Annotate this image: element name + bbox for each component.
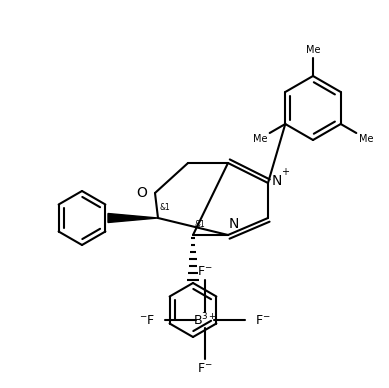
Text: F$^{-}$: F$^{-}$: [197, 265, 213, 278]
Text: &1: &1: [160, 203, 171, 212]
Text: Me: Me: [252, 135, 267, 144]
Text: N: N: [229, 217, 239, 231]
Text: B$^{3+}$: B$^{3+}$: [193, 312, 217, 328]
Text: F$^{-}$: F$^{-}$: [255, 314, 271, 326]
Text: &1: &1: [195, 220, 206, 229]
Text: Me: Me: [306, 45, 320, 55]
Text: N: N: [272, 174, 282, 188]
Text: O: O: [136, 186, 147, 200]
Text: +: +: [281, 167, 289, 177]
Text: $^{-}$F: $^{-}$F: [139, 314, 155, 326]
Polygon shape: [108, 213, 158, 222]
Text: F$^{-}$: F$^{-}$: [197, 362, 213, 375]
Text: Me: Me: [359, 135, 373, 144]
